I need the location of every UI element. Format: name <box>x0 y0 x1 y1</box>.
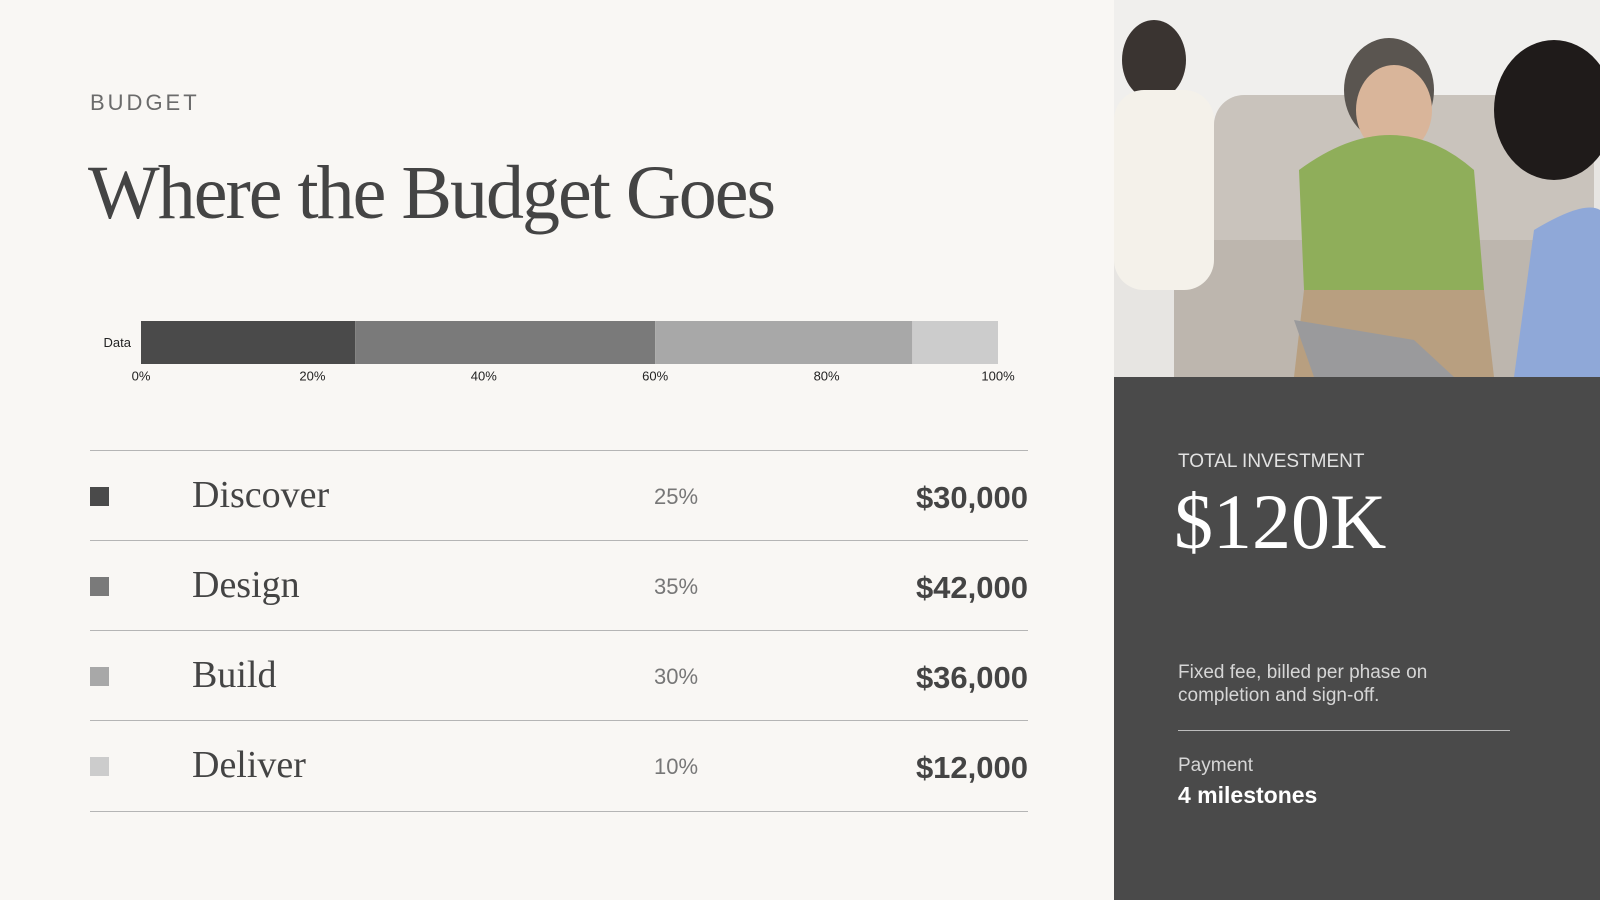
phase-name: Design <box>192 564 300 606</box>
summary-label: TOTAL INVESTMENT <box>1178 451 1365 472</box>
bar-segment <box>912 321 998 364</box>
phase-percent: 35% <box>653 574 699 599</box>
eyebrow: BUDGET <box>90 90 200 115</box>
x-tick-label: 80% <box>814 368 840 383</box>
phase-amount: $42,000 <box>915 570 1028 605</box>
bar-segment <box>141 321 356 364</box>
payment-label: Payment <box>1178 755 1253 776</box>
divider <box>1178 730 1510 731</box>
legend-swatch <box>90 577 109 596</box>
x-tick-label: 20% <box>299 368 325 383</box>
bar-segment <box>655 321 913 364</box>
x-tick-label: 100% <box>981 368 1015 383</box>
legend-swatch <box>90 757 109 776</box>
phase-percent: 25% <box>653 484 699 509</box>
phase-amount: $12,000 <box>915 750 1028 785</box>
phase-percent: 30% <box>653 664 699 689</box>
chart: 0% 20% 40% 60% 80% 100% Data <box>104 321 1015 383</box>
photo <box>1114 0 1600 377</box>
phase-name: Deliver <box>192 744 306 786</box>
x-tick-label: 0% <box>132 368 151 383</box>
summary-panel: TOTAL INVESTMENT $120K Fixed fee, billed… <box>1114 377 1600 900</box>
x-tick-label: 60% <box>642 368 668 383</box>
total-value: $120K <box>1174 478 1387 565</box>
phase-amount: $36,000 <box>915 660 1028 695</box>
slide-title: Where the Budget Goes <box>88 151 776 235</box>
y-tick-label: Data <box>104 335 132 350</box>
legend-swatch <box>90 487 109 506</box>
table-row: Design 35% $42,000 <box>90 540 1028 631</box>
bar-segment <box>355 321 656 364</box>
phase-percent: 10% <box>653 754 699 779</box>
legend-swatch <box>90 667 109 686</box>
phase-name: Discover <box>192 474 330 516</box>
table-row: Build 30% $36,000 <box>90 630 1028 721</box>
phase-amount: $30,000 <box>915 480 1028 515</box>
table-row: Discover 25% $30,000 <box>90 450 1028 541</box>
x-tick-label: 40% <box>471 368 497 383</box>
phase-name: Build <box>192 654 277 696</box>
summary-note: Fixed fee, billed per phase on completio… <box>1178 662 1428 706</box>
table-row: Deliver 10% $12,000 <box>90 720 1028 812</box>
payment-value: 4 milestones <box>1178 782 1318 808</box>
